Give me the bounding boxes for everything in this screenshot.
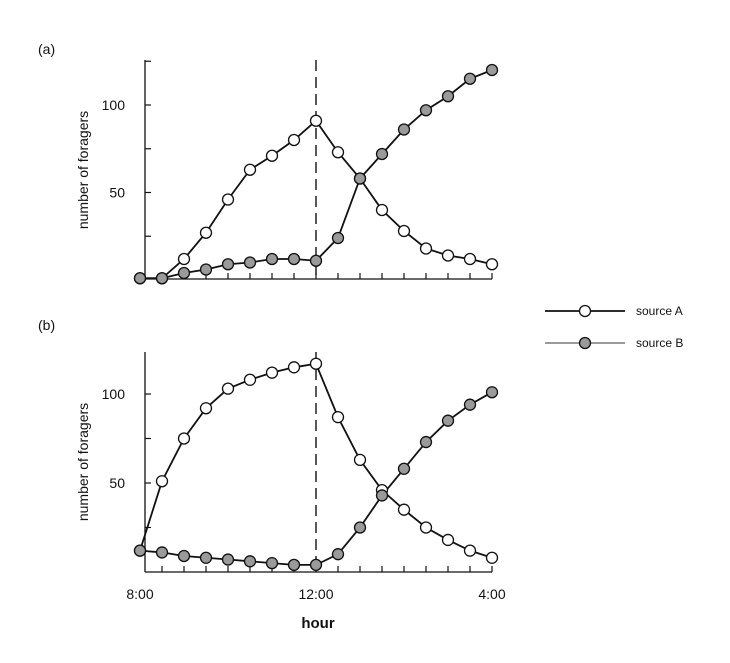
series-B-point [199,263,213,276]
series-B-point [287,558,301,572]
series-A-point [485,551,499,564]
series-B-point [441,90,455,103]
y-tick-label: 50 [109,475,125,491]
series-A-point [287,361,301,374]
x-axis-label: hour [301,615,334,632]
series-B-point [375,147,389,161]
series-A-point [243,373,257,386]
panel-b-series [133,357,499,572]
series-A-point [309,357,323,370]
series-B-point [199,551,213,564]
series-A-point [243,163,257,176]
series-A-point [265,149,279,162]
series-A-point [397,224,411,238]
x-tick-label: 12:00 [298,586,333,602]
y-tick-label: 50 [109,185,125,201]
series-A-point [221,382,235,395]
series-B-point [353,521,367,534]
series-A-point [397,503,411,516]
series-A-point [309,114,323,127]
series-B-point [243,256,257,269]
series-A-point [463,544,477,557]
series-B-point [155,546,169,559]
panel-a-y-ticks: 50 100 [102,60,151,237]
panel-b-y-ticks: 50 100 [102,386,151,529]
series-A-point [331,410,345,424]
series-A-point [441,533,455,547]
series-B-point [331,231,345,245]
legend-a-label: source A [636,304,683,318]
series-A-point [419,242,433,255]
series-B-point [221,553,235,566]
series-B-point [221,258,235,271]
series-B-point [309,558,323,572]
series-B-point [353,172,367,185]
series-A-point [441,249,455,262]
series-B-point [463,72,477,85]
series-B-point [441,414,455,427]
panel-b: (b) number of foragers 50 100 8:00 12:00 4:… [38,317,506,632]
series-A-point [375,203,389,217]
series-B-point [265,556,279,570]
x-tick-label: 8:00 [126,586,153,602]
series-B-point [331,548,345,561]
series-B-point [133,272,147,285]
series-B-point [177,549,191,563]
series-B-point [397,123,411,136]
legend-b-label: source B [636,336,683,350]
legend-a-marker [578,304,592,318]
series-B-point [265,252,279,266]
series-A-point [265,366,279,379]
series-A-point [177,252,191,266]
panel-a-label: (a) [38,41,55,57]
series-A-point [221,193,235,206]
panel-b-x-ticks: 8:00 12:00 4:00 [126,566,506,602]
series-A-point [177,432,191,445]
series-B-point [243,555,257,568]
series-A-point [155,475,169,488]
x-tick-label: 4:00 [478,586,505,602]
y-tick-label: 100 [102,386,126,402]
series-A-point [331,146,345,159]
panel-a-x-ticks [161,273,493,279]
panel-b-label: (b) [38,317,55,333]
series-A-point [199,402,213,415]
series-B-point [177,266,191,280]
series-B-point [485,63,499,77]
series-A-point [419,521,433,534]
series-A-point [463,252,477,266]
series-A-point [353,453,367,467]
legend-b-marker [578,336,592,350]
series-B-point [287,252,301,266]
series-B-point [485,386,499,399]
series-B-point [463,398,477,411]
y-tick-label: 100 [102,97,126,113]
series-B-point [309,254,323,267]
series-A-point [287,133,301,147]
series-B-point [155,272,169,285]
series-B-point [419,104,433,117]
series-B-point [397,462,411,475]
panel-a-series [133,63,499,285]
series-B-point [375,489,389,502]
panel-a-ylabel: number of foragers [75,111,91,229]
panel-b-ylabel: number of foragers [75,403,91,521]
series-B-point [133,544,147,557]
series-A-point [485,258,499,271]
series-B-point [419,435,433,449]
legend: source A source B [545,304,683,350]
series-A-point [199,226,213,239]
panel-a: (a) number of foragers 50 100 [38,41,499,285]
